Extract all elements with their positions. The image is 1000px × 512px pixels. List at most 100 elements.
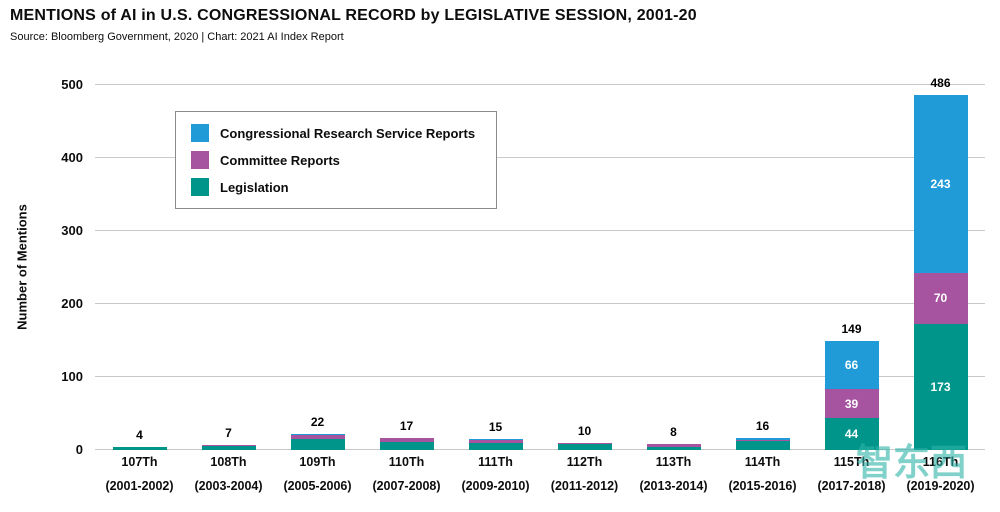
- bar-segment-legislation: [112, 447, 167, 450]
- x-tick-label: 116Th (2019-2020): [896, 455, 985, 493]
- chart-source: Source: Bloomberg Government, 2020 | Cha…: [10, 31, 344, 43]
- stacked-bar-107th: [112, 447, 167, 450]
- x-tick-session: 116Th: [922, 455, 959, 469]
- x-tick-years: (2015-2016): [728, 479, 797, 493]
- bar-segment-legislation: [557, 444, 612, 450]
- bar-slot-111th: 15: [451, 85, 540, 450]
- segment-value-label: 44: [844, 426, 859, 441]
- bar-total-label: 486: [930, 76, 951, 91]
- segment-value-label: 66: [844, 358, 859, 373]
- bar-total-label: 22: [310, 414, 325, 429]
- segment-value-label: 243: [930, 176, 951, 191]
- legend: Congressional Research Service Reports Co…: [175, 111, 497, 209]
- bar-segment-committee-reports: 39: [824, 389, 879, 418]
- x-tick-years: (2001-2002): [105, 479, 174, 493]
- bar-slot-115th: 44 39 66 149: [807, 85, 896, 450]
- gridline: [95, 230, 985, 231]
- bar-slot-108th: 7: [184, 85, 273, 450]
- gridline: [95, 303, 985, 304]
- y-tick-label: 500: [61, 77, 83, 92]
- stacked-bar-111th: [468, 439, 523, 450]
- segment-value-label: 173: [930, 379, 951, 394]
- bar-segment-congressional-research-service-reports: [379, 437, 434, 439]
- legend-swatch: [191, 178, 209, 196]
- bar-segment-legislation: [290, 439, 345, 450]
- legend-item-legislation: Legislation: [191, 178, 481, 196]
- stacked-bar-108th: [201, 444, 256, 450]
- bar-segment-congressional-research-service-reports: 66: [824, 341, 879, 390]
- bar-total-label: 4: [136, 428, 143, 443]
- bar-total-label: 7: [225, 425, 232, 440]
- segment-value-label: 70: [933, 291, 948, 306]
- x-tick-label: 110Th (2007-2008): [362, 455, 451, 493]
- bar-slot-113th: 8: [629, 85, 718, 450]
- stacked-bar-114th: [735, 438, 790, 450]
- bar-total-label: 15: [488, 420, 503, 435]
- bar-segment-committee-reports: [379, 438, 434, 442]
- x-tick-label: 112Th (2011-2012): [540, 455, 629, 493]
- bar-segment-committee-reports: 70: [913, 272, 968, 324]
- x-tick-years: (2011-2012): [550, 479, 619, 493]
- y-tick-label: 400: [61, 150, 83, 165]
- x-tick-session: 108Th: [210, 455, 247, 469]
- x-tick-years: (2019-2020): [906, 479, 975, 493]
- bar-segment-committee-reports: [468, 439, 523, 444]
- segment-value-label: 39: [844, 396, 859, 411]
- legend-swatch: [191, 124, 209, 142]
- x-tick-years: (2009-2010): [461, 479, 530, 493]
- bar-segment-legislation: 44: [824, 417, 879, 450]
- x-tick-label: 115Th (2017-2018): [807, 455, 896, 493]
- legend-label: Legislation: [220, 179, 289, 195]
- x-tick-session: 113Th: [655, 455, 692, 469]
- stacked-bar-112th: [557, 442, 612, 450]
- x-tick-session: 114Th: [744, 455, 781, 469]
- gridline: [95, 157, 985, 158]
- bar-segment-committee-reports: [201, 444, 256, 446]
- x-tick-session: 107Th: [121, 455, 158, 469]
- x-tick-label: 107Th (2001-2002): [95, 455, 184, 493]
- x-tick-label: 109Th (2005-2006): [273, 455, 362, 493]
- bar-total-label: 8: [670, 425, 677, 440]
- x-tick-label: 113Th (2013-2014): [629, 455, 718, 493]
- bar-segment-committee-reports: [735, 439, 790, 442]
- stacked-bar-110th: [379, 437, 434, 450]
- bar-segment-congressional-research-service-reports: [468, 439, 523, 440]
- bar-segment-congressional-research-service-reports: [735, 438, 790, 440]
- y-tick-label: 0: [75, 442, 83, 457]
- bar-segment-legislation: [646, 447, 701, 450]
- bar-slot-114th: 16: [718, 85, 807, 450]
- legend-label: Committee Reports: [220, 152, 340, 168]
- bar-slot-116th: 173 70 243 486: [896, 76, 985, 450]
- stacked-bar-113th: [646, 444, 701, 450]
- x-tick-years: (2013-2014): [639, 479, 708, 493]
- x-tick-session: 111Th: [478, 455, 513, 469]
- bar-total-label: 17: [399, 418, 414, 433]
- legend-swatch: [191, 151, 209, 169]
- chart-title: MENTIONS of AI in U.S. CONGRESSIONAL REC…: [10, 7, 697, 24]
- x-tick-years: (2005-2006): [283, 479, 352, 493]
- x-tick-years: (2003-2004): [194, 479, 263, 493]
- stacked-bar-109th: [290, 433, 345, 450]
- y-tick-label: 300: [61, 223, 83, 238]
- x-tick-session: 110Th: [388, 455, 425, 469]
- x-tick-years: (2007-2008): [372, 479, 441, 493]
- watermark: 智东西: [856, 442, 967, 483]
- bar-segment-legislation: [468, 443, 523, 450]
- bar-segment-congressional-research-service-reports: 243: [913, 95, 968, 273]
- y-tick-label: 200: [61, 296, 83, 311]
- bar-segment-congressional-research-service-reports: [290, 433, 345, 435]
- stacked-bar-116th: 173 70 243: [913, 95, 968, 450]
- x-tick-session: 115Th: [833, 455, 870, 469]
- bar-segment-legislation: [379, 441, 434, 450]
- bar-total-label: 10: [577, 423, 592, 438]
- legend-item-committee-reports: Committee Reports: [191, 151, 481, 169]
- bar-segment-committee-reports: [646, 444, 701, 448]
- bar-segment-legislation: 173: [913, 323, 968, 450]
- bar-segment-committee-reports: [557, 442, 612, 445]
- stacked-bar-115th: 44 39 66: [824, 341, 879, 450]
- gridline: [95, 449, 985, 450]
- x-tick-session: 109Th: [299, 455, 336, 469]
- bar-segment-legislation: [201, 445, 256, 450]
- gridline: [95, 84, 985, 85]
